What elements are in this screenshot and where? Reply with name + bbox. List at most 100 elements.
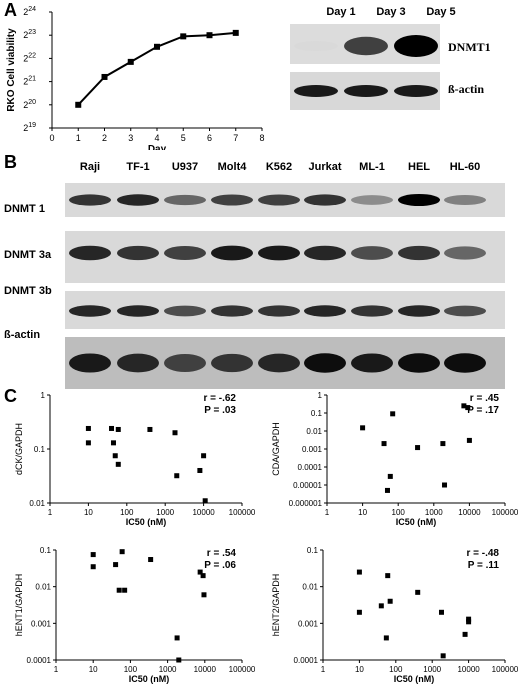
x-tick-label: 10 [355, 665, 364, 674]
x-tick-label: 1 [76, 133, 81, 143]
y-tick-label: 219 [23, 122, 36, 133]
blot-b-lane-label: Jurkat [308, 161, 342, 173]
data-point [85, 425, 91, 431]
blot-b-band [258, 305, 300, 317]
r-annotation: r = -.48 [466, 548, 499, 559]
data-point [206, 32, 213, 39]
data-point [387, 598, 393, 604]
x-tick-label: 1000 [423, 665, 441, 674]
data-point [202, 498, 208, 504]
x-tick-label: 1000 [159, 665, 177, 674]
data-point [466, 437, 472, 443]
blot-b-band [351, 246, 393, 260]
data-point [356, 569, 362, 575]
data-point [119, 549, 125, 555]
data-point [232, 29, 239, 36]
blot-b-band [444, 353, 486, 373]
y-tick-label: 222 [23, 52, 36, 63]
data-point [90, 552, 96, 558]
data-point [172, 430, 178, 436]
blot-b-lane-label: HEL [408, 161, 430, 173]
y-tick-label: 0.00001 [293, 481, 322, 490]
blot-b-lane-label: ML-1 [359, 161, 385, 173]
blot-b-band [69, 353, 111, 373]
y-tick-label: 0.000001 [289, 499, 323, 508]
y-tick-label: 0.0001 [294, 656, 319, 665]
y-axis-label: hENT1/GAPDH [14, 574, 24, 637]
blot-b-band [304, 305, 346, 317]
y-tick-label: 223 [23, 29, 36, 40]
data-point [440, 441, 446, 447]
blot-b-band [351, 353, 393, 373]
x-tick-label: 100 [392, 508, 406, 517]
blot-a-lane-1: Day 1 [326, 6, 356, 18]
data-point [101, 73, 108, 80]
blot-b-lane-label: K562 [265, 161, 293, 173]
blot-b: Raji TF-1 U937 Molt4 K562 Jurkat ML-1 HEL HL-60 … [0, 155, 520, 389]
blot-b-band [398, 353, 440, 373]
data-point [383, 635, 389, 641]
x-tick-label: 6 [207, 133, 212, 143]
data-point [110, 440, 116, 446]
blot-a-row-label-dnmt1: DNMT1 [448, 40, 491, 54]
x-tick-label: 7 [233, 133, 238, 143]
y-tick-label: 220 [23, 99, 36, 110]
x-tick-label: 100000 [229, 665, 256, 674]
data-point [438, 609, 444, 615]
r-annotation: r = .54 [207, 548, 237, 559]
blot-a-lane-3: Day 5 [426, 6, 456, 18]
blot-b-band [444, 305, 486, 317]
blot-b-band [69, 245, 111, 261]
data-point [442, 482, 448, 488]
viability-line-chart: 0 1 2 3 4 5 6 7 8 219 220 221 222 223 224 Day RKO Cell v… [6, 6, 265, 150]
data-point [176, 657, 182, 663]
x-axis-label: IC50 (nM) [126, 517, 167, 527]
data-point [415, 589, 421, 595]
blot-b-band [164, 354, 206, 372]
hent1-scatter-plot: 1 10 100 1000 10000 100000 0.0001 0.001 0.01 0.1 I… [14, 546, 256, 684]
x-tick-label: 10 [358, 508, 367, 517]
data-point [461, 403, 467, 409]
blot-b-band [117, 194, 159, 206]
blot-b-band [304, 245, 346, 261]
blot-b-lane-label: Molt4 [217, 161, 247, 173]
data-point [378, 603, 384, 609]
blot-b-band [258, 194, 300, 206]
x-tick-label: 1 [325, 508, 330, 517]
data-point [116, 587, 122, 593]
data-point [356, 609, 362, 615]
blot-b-lane-label: U937 [171, 161, 199, 173]
blot-b-band [117, 353, 159, 373]
data-point [109, 425, 115, 431]
data-point [90, 564, 96, 570]
data-point [465, 405, 471, 411]
data-point [148, 557, 154, 563]
data-point [466, 619, 472, 625]
band-actin [394, 85, 438, 97]
blot-b-band [258, 245, 300, 261]
blot-b-row-label-dnmt1: DNMT 1 [4, 203, 45, 215]
y-tick-label: 0.01 [306, 427, 322, 436]
x-tick-label: 10000 [192, 508, 215, 517]
data-point [387, 473, 393, 479]
y-tick-label: 0.001 [302, 445, 323, 454]
data-point [385, 573, 391, 579]
y-tick-label: 0.01 [35, 583, 51, 592]
panel-label-a: A [4, 0, 17, 20]
x-tick-label: 100 [120, 508, 134, 517]
p-annotation: P = .06 [204, 560, 236, 571]
blot-b-band [444, 246, 486, 260]
data-point [147, 426, 153, 432]
blot-b-band [164, 246, 206, 260]
y-tick-label: 0.01 [29, 499, 45, 508]
data-point [112, 453, 118, 459]
x-tick-label: 3 [128, 133, 133, 143]
data-point [200, 573, 206, 579]
data-point [85, 440, 91, 446]
blot-b-lane-label: Raji [79, 161, 101, 173]
blot-b-band [351, 195, 393, 205]
blot-b-band [211, 194, 253, 206]
x-tick-label: 1 [54, 665, 59, 674]
data-point [174, 635, 180, 641]
blot-b-row-label-dnmt3b: DNMT 3b [4, 285, 52, 297]
